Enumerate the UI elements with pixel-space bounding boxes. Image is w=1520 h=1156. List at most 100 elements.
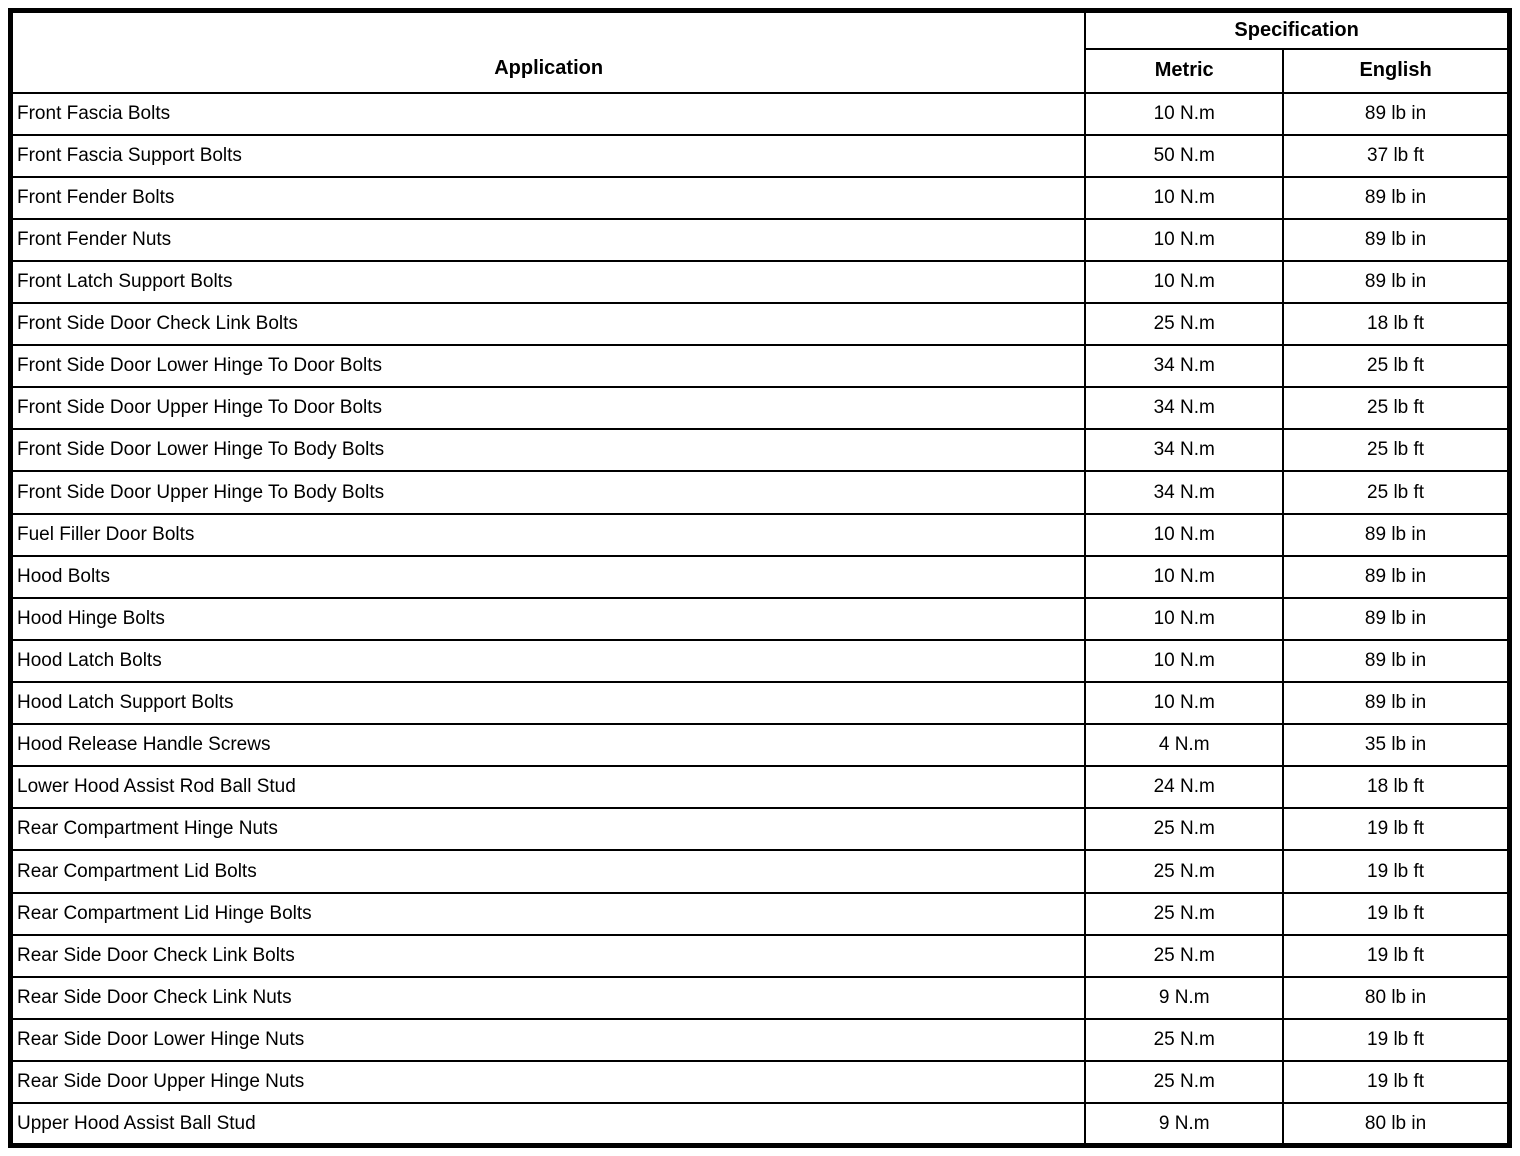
metric-cell: 10 N.m [1084, 512, 1285, 557]
application-cell: Rear Side Door Lower Hinge Nuts [9, 1017, 1087, 1063]
table-row: Rear Side Door Check Link Bolts 25 N.m 19 … [9, 933, 1511, 978]
english-cell: 37 lb ft [1282, 133, 1511, 178]
application-cell: Front Latch Support Bolts [9, 259, 1087, 305]
application-cell: Front Side Door Upper Hinge To Door Bolt… [9, 386, 1087, 431]
table-row: Rear Side Door Lower Hinge Nuts 25 N.m 19 … [9, 1017, 1511, 1063]
table-row: Rear Side Door Upper Hinge Nuts 25 N.m 19 … [9, 1060, 1511, 1105]
metric-cell: 25 N.m [1084, 933, 1285, 978]
english-cell: 19 lb ft [1282, 1060, 1511, 1105]
table-row: Lower Hood Assist Rod Ball Stud 24 N.m 18 … [9, 765, 1511, 810]
metric-cell: 10 N.m [1084, 554, 1285, 599]
application-cell: Rear Compartment Lid Hinge Bolts [9, 891, 1087, 936]
english-cell: 89 lb in [1282, 681, 1511, 726]
application-cell: Front Fascia Bolts [9, 91, 1087, 136]
application-cell: Front Fender Nuts [9, 217, 1087, 262]
english-cell: 80 lb in [1282, 1102, 1511, 1147]
application-cell: Rear Compartment Lid Bolts [9, 849, 1087, 894]
metric-cell: 50 N.m [1084, 133, 1285, 178]
metric-cell: 10 N.m [1084, 259, 1285, 305]
metric-cell: 24 N.m [1084, 765, 1285, 810]
metric-cell: 34 N.m [1084, 344, 1285, 389]
table-row: Front Side Door Upper Hinge To Body Bolt… [9, 470, 1511, 515]
table-row: Rear Compartment Lid Bolts 25 N.m 19 lb ft [9, 849, 1511, 894]
specification-column-group-header: Specification [1084, 9, 1511, 50]
application-cell: Hood Release Handle Screws [9, 723, 1087, 768]
application-cell: Hood Bolts [9, 554, 1087, 599]
application-cell: Rear Side Door Check Link Nuts [9, 975, 1087, 1020]
table-row: Rear Compartment Lid Hinge Bolts 25 N.m 19… [9, 891, 1511, 936]
metric-cell: 9 N.m [1084, 1102, 1285, 1147]
english-cell: 25 lb ft [1282, 344, 1511, 389]
english-cell: 25 lb ft [1282, 386, 1511, 431]
english-cell: 18 lb ft [1282, 765, 1511, 810]
english-cell: 35 lb in [1282, 723, 1511, 768]
english-cell: 19 lb ft [1282, 849, 1511, 894]
table-header: Application Specification Metric English [9, 9, 1511, 94]
metric-cell: 10 N.m [1084, 175, 1285, 220]
header-row-2: Metric English [11, 47, 1511, 94]
english-cell: 89 lb in [1282, 91, 1511, 136]
table-row: Hood Release Handle Screws 4 N.m 35 lb in [9, 723, 1511, 768]
metric-cell: 10 N.m [1084, 596, 1285, 641]
table-row: Hood Latch Bolts 10 N.m 89 lb in [9, 638, 1511, 684]
application-cell: Rear Compartment Hinge Nuts [9, 807, 1087, 852]
table-row: Front Fender Nuts 10 N.m 89 lb in [9, 217, 1511, 262]
metric-cell: 10 N.m [1084, 91, 1285, 136]
metric-cell: 34 N.m [1084, 428, 1285, 473]
application-cell: Fuel Filler Door Bolts [9, 512, 1087, 557]
torque-spec-table: Application Specification Metric English… [8, 8, 1512, 1148]
application-column-header: Application [9, 9, 1087, 94]
table-row: Front Fascia Support Bolts 50 N.m 37 lb ft [9, 133, 1511, 178]
english-cell: 89 lb in [1282, 217, 1511, 262]
english-cell: 25 lb ft [1282, 470, 1511, 515]
metric-cell: 25 N.m [1084, 807, 1285, 852]
english-cell: 89 lb in [1282, 259, 1511, 305]
application-cell: Upper Hood Assist Ball Stud [9, 1102, 1087, 1147]
table-row: Front Side Door Check Link Bolts 25 N.m 18… [9, 302, 1511, 347]
spec-table-body: Front Fascia Bolts 10 N.m 89 lb in Front Fa… [9, 91, 1511, 1147]
table-row: Hood Latch Support Bolts 10 N.m 89 lb in [9, 681, 1511, 726]
metric-cell: 25 N.m [1084, 302, 1285, 347]
table-row: Front Side Door Upper Hinge To Door Bolt… [9, 386, 1511, 431]
application-cell: Rear Side Door Upper Hinge Nuts [9, 1060, 1087, 1105]
metric-cell: 10 N.m [1084, 638, 1285, 684]
table-row: Front Side Door Lower Hinge To Body Bolt… [9, 428, 1511, 473]
table-row: Rear Compartment Hinge Nuts 25 N.m 19 lb f… [9, 807, 1511, 852]
english-cell: 89 lb in [1282, 596, 1511, 641]
english-cell: 89 lb in [1282, 554, 1511, 599]
application-cell: Hood Latch Support Bolts [9, 681, 1087, 726]
english-cell: 89 lb in [1282, 638, 1511, 684]
metric-cell: 4 N.m [1084, 723, 1285, 768]
table-row: Front Fender Bolts 10 N.m 89 lb in [9, 175, 1511, 220]
english-cell: 89 lb in [1282, 175, 1511, 220]
english-cell: 19 lb ft [1282, 1017, 1511, 1063]
english-cell: 19 lb ft [1282, 933, 1511, 978]
metric-cell: 34 N.m [1084, 386, 1285, 431]
metric-cell: 25 N.m [1084, 891, 1285, 936]
table-row: Hood Hinge Bolts 10 N.m 89 lb in [9, 596, 1511, 641]
application-cell: Rear Side Door Check Link Bolts [9, 933, 1087, 978]
english-cell: 19 lb ft [1282, 807, 1511, 852]
application-cell: Hood Latch Bolts [9, 638, 1087, 684]
table-row: Front Fascia Bolts 10 N.m 89 lb in [9, 91, 1511, 136]
english-cell: 19 lb ft [1282, 891, 1511, 936]
table-row: Front Latch Support Bolts 10 N.m 89 lb in [9, 259, 1511, 305]
metric-cell: 10 N.m [1084, 681, 1285, 726]
application-cell: Front Side Door Lower Hinge To Body Bolt… [9, 428, 1087, 473]
metric-cell: 25 N.m [1084, 849, 1285, 894]
metric-column-header: Metric [1084, 47, 1285, 94]
application-cell: Front Fascia Support Bolts [9, 133, 1087, 178]
metric-cell: 10 N.m [1084, 217, 1285, 262]
metric-cell: 9 N.m [1084, 975, 1285, 1020]
metric-cell: 25 N.m [1084, 1060, 1285, 1105]
application-cell: Front Side Door Check Link Bolts [9, 302, 1087, 347]
application-cell: Front Side Door Lower Hinge To Door Bolt… [9, 344, 1087, 389]
table-row: Rear Side Door Check Link Nuts 9 N.m 80 lb… [9, 975, 1511, 1020]
table-row: Front Side Door Lower Hinge To Door Bolt… [9, 344, 1511, 389]
english-cell: 25 lb ft [1282, 428, 1511, 473]
metric-cell: 34 N.m [1084, 470, 1285, 515]
application-cell: Lower Hood Assist Rod Ball Stud [9, 765, 1087, 810]
table-row: Fuel Filler Door Bolts 10 N.m 89 lb in [9, 512, 1511, 557]
header-row-1: Application Specification [9, 9, 1511, 94]
